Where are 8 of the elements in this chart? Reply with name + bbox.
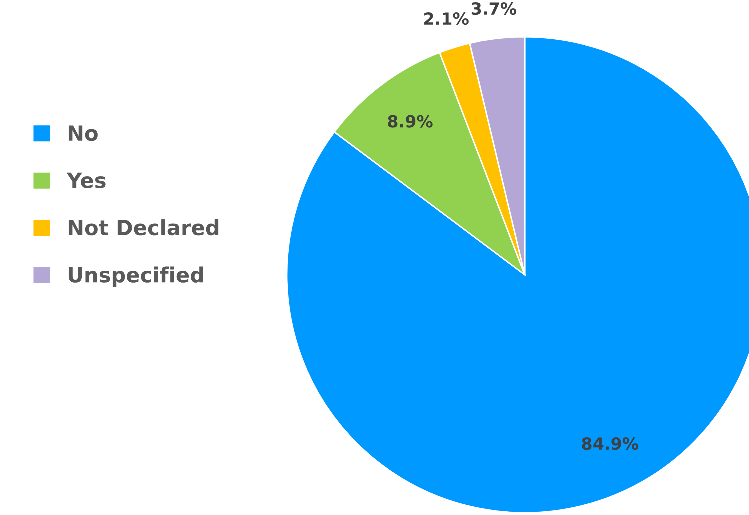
legend-label: Unspecified xyxy=(68,266,204,287)
data-label: 84.9% xyxy=(582,438,639,450)
legend-label: No xyxy=(68,126,98,142)
data-label: 2.1% xyxy=(424,12,469,26)
legend-label: Not Declared xyxy=(68,220,219,236)
data-label: 8.9% xyxy=(388,115,433,128)
legend-label: Yes xyxy=(66,172,106,188)
data-label: 3.7% xyxy=(472,2,517,16)
